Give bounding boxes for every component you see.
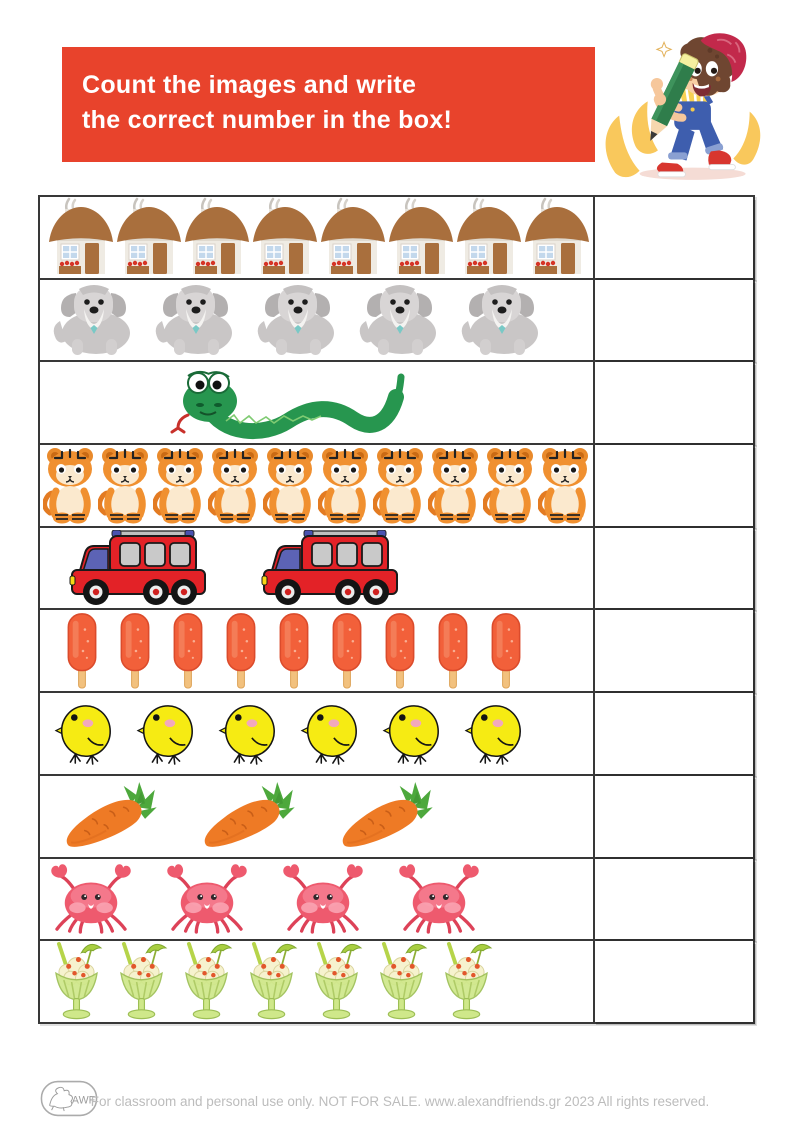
row-images <box>40 693 593 774</box>
sundae-icon <box>115 941 168 1022</box>
pencil <box>650 53 699 141</box>
tiger-icon <box>263 445 317 525</box>
popsicle-icon <box>64 612 100 690</box>
chick-icon <box>382 701 442 766</box>
house-icon <box>48 197 114 277</box>
instruction-text: Count the images and write the correct n… <box>62 47 595 138</box>
tiger-icon <box>318 445 372 525</box>
answer-box[interactable] <box>593 362 753 444</box>
count-row-fire-truck <box>38 525 755 611</box>
house-icon <box>320 197 386 277</box>
tiger-icon <box>428 445 482 525</box>
instruction-line-2: the correct number in the box! <box>82 106 453 134</box>
tiger-icon <box>208 445 262 525</box>
answer-box[interactable] <box>593 279 753 361</box>
crab-icon <box>162 864 252 934</box>
tiger-icon <box>483 445 537 525</box>
count-row-sundae <box>38 939 755 1024</box>
count-row-tiger <box>38 443 755 528</box>
dog-icon <box>150 283 242 357</box>
row-images <box>40 941 593 1022</box>
fire-truck-icon <box>260 530 400 606</box>
popsicle-icon <box>276 612 312 690</box>
sundae-icon <box>310 941 363 1022</box>
counting-worksheet <box>38 195 755 1024</box>
carrot-icon <box>62 780 160 852</box>
count-row-chick <box>38 691 755 776</box>
carrot-icon <box>338 780 436 852</box>
house-icon <box>388 197 454 277</box>
dog-icon <box>456 283 548 357</box>
answer-box[interactable] <box>593 197 753 278</box>
crab-icon <box>46 864 136 934</box>
count-row-house <box>38 195 755 280</box>
logo-text: AWF <box>72 1094 96 1106</box>
row-images <box>40 610 593 691</box>
fire-truck-icon <box>68 530 208 606</box>
chick-icon <box>136 701 196 766</box>
chick-icon <box>300 701 360 766</box>
answer-box[interactable] <box>593 941 753 1022</box>
row-images <box>40 528 593 609</box>
row-images <box>40 197 593 278</box>
chick-icon <box>464 701 524 766</box>
answer-box[interactable] <box>593 858 753 940</box>
tiger-icon <box>43 445 97 525</box>
row-images <box>40 859 593 940</box>
house-icon <box>116 197 182 277</box>
boy-with-pencil-illustration <box>598 28 778 186</box>
popsicle-icon <box>329 612 365 690</box>
chick-icon <box>218 701 278 766</box>
row-images <box>40 445 593 526</box>
row-images <box>40 280 593 361</box>
snake-icon <box>148 363 418 443</box>
count-row-popsicle <box>38 608 755 694</box>
sundae-icon <box>180 941 233 1022</box>
popsicle-icon <box>170 612 206 690</box>
beret <box>700 33 747 83</box>
awf-logo: AWF <box>40 1080 98 1117</box>
answer-box[interactable] <box>593 610 753 692</box>
star-sparkle <box>655 40 673 58</box>
count-row-carrot <box>38 773 755 859</box>
tiger-icon <box>153 445 207 525</box>
sundae-icon <box>440 941 493 1022</box>
house-icon <box>524 197 590 277</box>
sundae-icon <box>50 941 103 1022</box>
dog-icon <box>48 283 140 357</box>
carrot-icon <box>200 780 298 852</box>
leaf-shape-right <box>733 111 761 165</box>
dog-icon <box>252 283 344 357</box>
count-row-crab <box>38 856 755 942</box>
sundae-icon <box>375 941 428 1022</box>
popsicle-icon <box>382 612 418 690</box>
footer-text: For classroom and personal use only. NOT… <box>90 1094 710 1109</box>
count-row-dog <box>38 277 755 363</box>
row-images <box>40 776 593 857</box>
crab-icon <box>394 864 484 934</box>
answer-box[interactable] <box>593 693 753 774</box>
dog-icon <box>354 283 446 357</box>
popsicle-icon <box>435 612 471 690</box>
tiger-icon <box>538 445 592 525</box>
sundae-icon <box>245 941 298 1022</box>
row-images <box>40 362 593 443</box>
house-icon <box>252 197 318 277</box>
answer-box[interactable] <box>593 527 753 609</box>
tiger-icon <box>98 445 152 525</box>
answer-box[interactable] <box>593 445 753 526</box>
house-icon <box>456 197 522 277</box>
instruction-line-1: Count the images and write <box>82 71 417 99</box>
tiger-icon <box>373 445 427 525</box>
popsicle-icon <box>117 612 153 690</box>
answer-box[interactable] <box>593 775 753 857</box>
chick-icon <box>54 701 114 766</box>
house-icon <box>184 197 250 277</box>
count-row-snake <box>38 360 755 446</box>
leaf-shape-left <box>605 115 640 178</box>
popsicle-icon <box>223 612 259 690</box>
instruction-banner: Count the images and write the correct n… <box>62 47 595 162</box>
crab-icon <box>278 864 368 934</box>
popsicle-icon <box>488 612 524 690</box>
